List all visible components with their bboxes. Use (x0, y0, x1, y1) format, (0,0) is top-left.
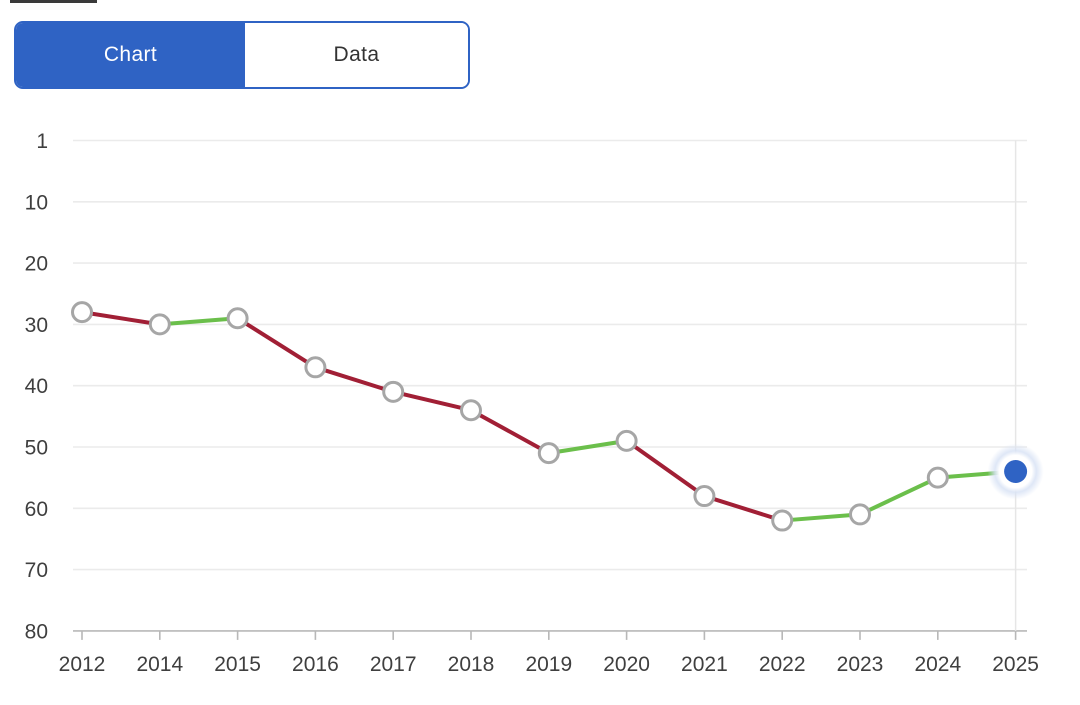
chart-data-toggle[interactable]: Chart Data (14, 21, 470, 89)
x-tick-label: 2014 (136, 653, 183, 676)
data-point-marker[interactable] (615, 429, 638, 452)
data-point-marker[interactable] (304, 356, 327, 379)
line-segment-improving (548, 438, 627, 456)
y-tick-label: 30 (25, 314, 48, 337)
data-point-marker[interactable] (148, 313, 171, 336)
x-tick-label: 2018 (448, 653, 495, 676)
y-tick-label: 70 (25, 559, 48, 582)
data-point-marker[interactable] (849, 503, 871, 526)
data-point-marker[interactable] (226, 307, 249, 330)
y-tick-label: 20 (25, 253, 48, 276)
x-tick-label: 2019 (525, 653, 572, 676)
line-segment-worsening (314, 365, 394, 394)
x-tick-label: 2020 (603, 653, 650, 676)
top-edge-line (10, 0, 97, 3)
toggle-data-button[interactable]: Data (245, 23, 468, 87)
line-segment-improving (159, 316, 238, 327)
line-segment-worsening (625, 439, 706, 498)
line-segment-worsening (392, 389, 472, 413)
line-segment-worsening (81, 310, 161, 327)
line-segment-worsening (236, 316, 317, 370)
line-segment-worsening (470, 408, 550, 455)
y-tick-label: 1 (36, 130, 48, 153)
x-tick-label: 2016 (292, 653, 339, 676)
data-point-marker[interactable] (926, 466, 949, 489)
x-tick-label: 2012 (59, 653, 106, 676)
data-point-marker[interactable] (537, 442, 560, 465)
x-tick-label: 2025 (992, 653, 1039, 676)
x-tick-label: 2017 (370, 653, 417, 676)
x-tick-label: 2021 (681, 653, 728, 676)
data-point-marker[interactable] (382, 380, 405, 403)
x-tick-label: 2015 (214, 653, 261, 676)
x-tick-label: 2024 (914, 653, 961, 676)
x-tick-label: 2023 (837, 653, 884, 676)
y-tick-label: 60 (25, 498, 48, 521)
toggle-chart-button[interactable]: Chart (16, 23, 245, 87)
y-tick-label: 80 (25, 620, 48, 643)
y-tick-label: 40 (25, 375, 48, 398)
line-segment-improving (859, 475, 939, 517)
line-segment-worsening (703, 494, 783, 523)
y-tick-label: 50 (25, 437, 48, 460)
selected-data-point[interactable] (1004, 460, 1028, 484)
data-point-marker[interactable] (771, 509, 794, 532)
data-point-marker[interactable] (71, 301, 93, 324)
y-tick-label: 10 (25, 191, 48, 214)
data-point-marker[interactable] (693, 485, 716, 508)
line-segment-improving (782, 512, 861, 523)
x-tick-label: 2022 (759, 653, 806, 676)
data-point-marker[interactable] (460, 399, 482, 422)
